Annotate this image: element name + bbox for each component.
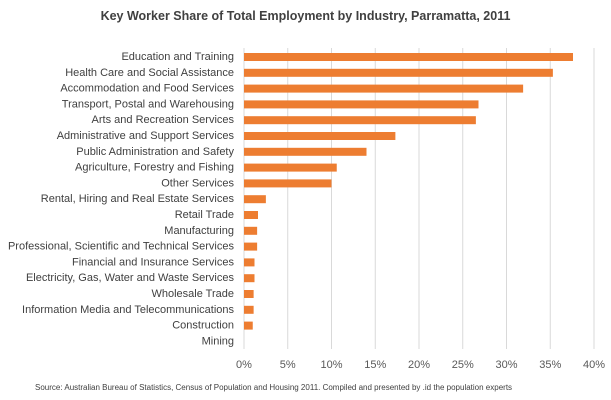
bars (244, 53, 573, 330)
chart-title: Key Worker Share of Total Employment by … (100, 9, 511, 23)
x-axis-tick-labels: 0% 5% 10% 15% 20% 25% 30% 35% 40% (236, 359, 605, 371)
x-tick-label: 5% (280, 359, 296, 371)
category-label: Administrative and Support Services (57, 130, 235, 142)
category-label: Electricity, Gas, Water and Waste Servic… (26, 272, 235, 284)
bar (244, 84, 524, 93)
category-label: Wholesale Trade (151, 288, 234, 300)
x-tick-label: 10% (320, 359, 342, 371)
bar (244, 116, 476, 125)
category-label: Other Services (161, 177, 234, 189)
x-tick-label: 25% (452, 359, 474, 371)
bar (244, 305, 254, 314)
x-tick-label: 35% (539, 359, 561, 371)
category-label: Transport, Postal and Warehousing (62, 98, 234, 110)
source-note: Source: Australian Bureau of Statistics,… (35, 383, 513, 392)
category-label: Accommodation and Food Services (60, 83, 234, 95)
category-label: Construction (172, 320, 234, 332)
category-labels: Education and Training Health Care and So… (8, 51, 235, 347)
bar (244, 53, 573, 61)
bar (244, 68, 553, 77)
category-label: Retail Trade (175, 209, 234, 221)
category-label: Mining (202, 335, 234, 347)
x-tick-label: 20% (408, 359, 430, 371)
category-label: Rental, Hiring and Real Estate Services (41, 193, 235, 205)
category-label: Public Administration and Safety (76, 146, 234, 158)
category-label: Professional, Scientific and Technical S… (8, 241, 235, 253)
x-tick-label: 0% (236, 359, 252, 371)
bar (244, 274, 255, 283)
bar (244, 100, 479, 109)
bar (244, 242, 258, 251)
bar (244, 147, 367, 156)
bar (244, 258, 255, 267)
bar (244, 163, 337, 172)
bar (244, 195, 266, 204)
x-tick-label: 30% (495, 359, 517, 371)
x-tick-label: 15% (364, 359, 386, 371)
category-label: Arts and Recreation Services (92, 114, 235, 126)
bar (244, 132, 396, 140)
category-label: Agriculture, Forestry and Fishing (75, 162, 234, 174)
bar (244, 211, 258, 219)
bar (244, 179, 332, 188)
bar (244, 226, 258, 235)
category-label: Education and Training (121, 51, 234, 63)
category-label: Manufacturing (164, 225, 234, 237)
gridlines (243, 48, 595, 349)
bar (244, 321, 253, 330)
bar (244, 290, 254, 298)
category-label: Financial and Insurance Services (72, 256, 235, 268)
x-tick-label: 40% (583, 359, 605, 371)
category-label: Health Care and Social Assistance (65, 67, 234, 79)
category-label: Information Media and Telecommunications (22, 304, 234, 316)
